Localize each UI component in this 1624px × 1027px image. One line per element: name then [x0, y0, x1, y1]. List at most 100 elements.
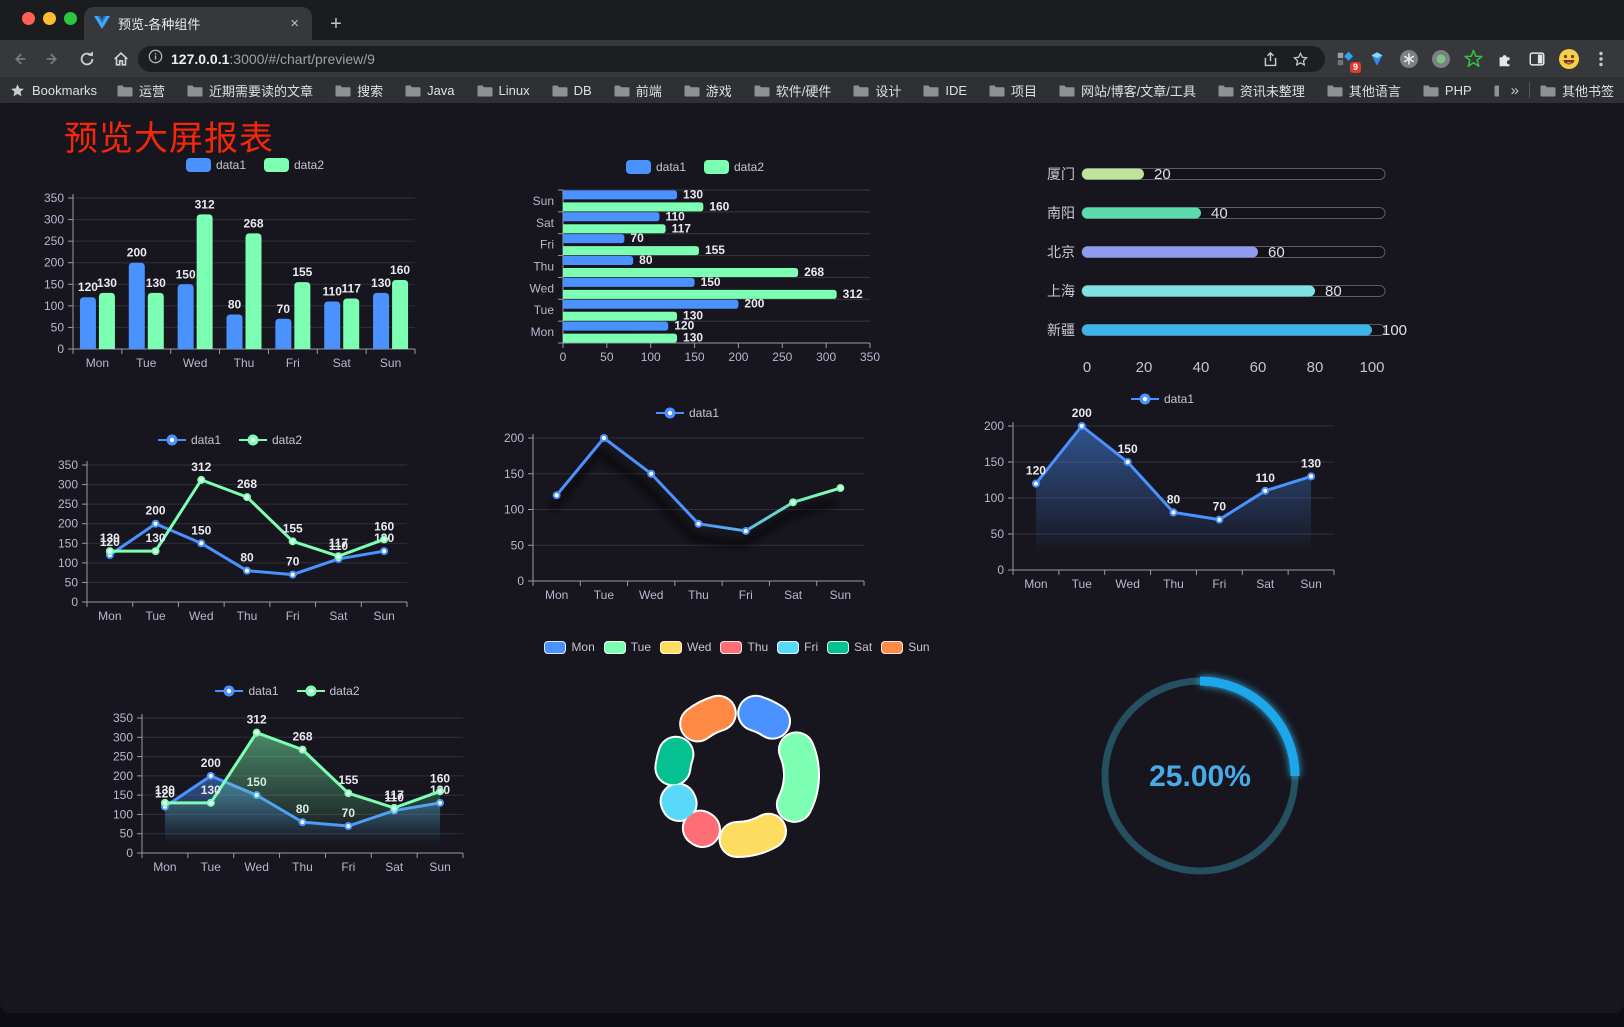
svg-text:100: 100	[984, 491, 1004, 505]
legend-item-Fri[interactable]: Fri	[777, 640, 818, 654]
svg-text:200: 200	[504, 431, 524, 445]
bookmark-folder[interactable]: 资讯未整理	[1218, 81, 1305, 100]
bookmark-folder[interactable]: 其他语言	[1327, 81, 1401, 100]
bookmark-folder[interactable]: 游戏	[684, 81, 732, 100]
svg-text:155: 155	[283, 521, 303, 535]
svg-text:Sun: Sun	[373, 609, 394, 623]
bookmark-folder[interactable]: 文件服务器	[1494, 81, 1499, 100]
svg-text:250: 250	[772, 350, 792, 364]
bookmark-folder[interactable]: 前端	[614, 81, 662, 100]
legend-item-data2[interactable]: data2	[296, 684, 360, 698]
bookmark-folder[interactable]: Linux	[477, 83, 530, 98]
browser-tab[interactable]: 预览-各种组件 ×	[84, 7, 312, 40]
folder-icon	[552, 85, 568, 96]
extensions-puzzle-icon[interactable]	[1490, 44, 1520, 74]
legend-item-data1[interactable]: data1	[157, 433, 221, 447]
legend-item-Sun[interactable]: Sun	[881, 640, 930, 654]
svg-text:300: 300	[58, 478, 78, 492]
legend-item-Sat[interactable]: Sat	[827, 640, 872, 654]
folder-icon	[405, 85, 421, 96]
folder-icon	[477, 85, 493, 96]
reload-button[interactable]	[72, 44, 102, 74]
gem-extension-icon[interactable]	[1362, 44, 1392, 74]
legend-item-Wed[interactable]: Wed	[660, 640, 711, 654]
bookmark-folder[interactable]: 软件/硬件	[754, 81, 831, 100]
bookmarks-overflow-chevron[interactable]: »	[1510, 81, 1519, 99]
svg-text:130: 130	[201, 783, 221, 797]
bookmark-folder[interactable]: DB	[552, 83, 592, 98]
svg-text:150: 150	[176, 267, 196, 281]
svg-text:Thu: Thu	[237, 609, 258, 623]
svg-text:160: 160	[374, 519, 394, 533]
bookmark-folder[interactable]: PHP	[1423, 83, 1472, 98]
bookmark-folder[interactable]: IDE	[923, 83, 967, 98]
tab-strip: 预览-各种组件 × +	[0, 0, 1624, 40]
share-icon[interactable]	[1255, 44, 1285, 74]
bookmark-folder[interactable]: 设计	[853, 81, 901, 100]
url-path: :3000/#/chart/preview/9	[229, 51, 375, 67]
svg-text:50: 50	[991, 527, 1005, 541]
split-screen-icon[interactable]	[1522, 44, 1552, 74]
bookmarks-root[interactable]: Bookmarks	[10, 83, 97, 98]
svg-text:130: 130	[371, 276, 391, 290]
svg-text:110: 110	[323, 285, 343, 299]
close-window-button[interactable]	[22, 12, 35, 25]
legend-item-data2[interactable]: data2	[704, 160, 764, 174]
svg-text:Tue: Tue	[534, 303, 555, 317]
svg-text:Sat: Sat	[784, 588, 803, 602]
svg-text:Thu: Thu	[1163, 577, 1184, 591]
url-text[interactable]: 127.0.0.1:3000/#/chart/preview/9	[171, 51, 1255, 67]
new-tab-button[interactable]: +	[330, 12, 342, 35]
other-bookmarks-folder[interactable]: 其他书签	[1540, 81, 1614, 100]
site-info-icon[interactable]	[148, 49, 163, 69]
legend-item-Thu[interactable]: Thu	[720, 640, 768, 654]
browser-menu-icon[interactable]	[1586, 44, 1616, 74]
home-button[interactable]	[106, 44, 136, 74]
bookmark-folder[interactable]: 近期需要读的文章	[187, 81, 313, 100]
legend-item-Tue[interactable]: Tue	[603, 640, 651, 654]
zoom-window-button[interactable]	[64, 12, 77, 25]
forward-button[interactable]	[38, 44, 68, 74]
svg-text:Thu: Thu	[688, 588, 709, 602]
legend-item-data2[interactable]: data2	[264, 158, 324, 172]
back-button[interactable]	[4, 44, 34, 74]
line-chart-canvas: 0 50 100 150 200 250 300 350 Mon Tue Wed Thu Fri Sat S…	[58, 458, 408, 623]
legend-item-data1[interactable]: data1	[185, 158, 246, 172]
svg-text:250: 250	[58, 497, 78, 511]
svg-text:Wed: Wed	[183, 356, 207, 370]
svg-text:200: 200	[58, 517, 78, 531]
star-extension-icon[interactable]	[1458, 44, 1488, 74]
bookmark-star-icon[interactable]	[1285, 44, 1315, 74]
svg-text:70: 70	[277, 302, 291, 316]
svg-text:50: 50	[51, 320, 65, 334]
legend-item-data2[interactable]: data2	[239, 433, 302, 447]
legend-item-data1[interactable]: data1	[215, 684, 279, 698]
folder-icon	[614, 85, 630, 96]
svg-text:50: 50	[600, 350, 614, 364]
bookmark-folder[interactable]: Java	[405, 83, 455, 98]
svg-text:100: 100	[1359, 359, 1384, 376]
bookmark-folder[interactable]: 运营	[117, 81, 165, 100]
bookmark-folder[interactable]: 项目	[989, 81, 1037, 100]
bookmark-folder[interactable]: 网站/博客/文章/工具	[1059, 81, 1196, 100]
tab-manager-extension-icon[interactable]: 9	[1330, 44, 1361, 74]
recorder-extension-icon[interactable]	[1426, 44, 1456, 74]
legend-item-data1[interactable]: data1	[655, 406, 719, 420]
svg-text:Fri: Fri	[286, 609, 300, 623]
svg-text:20: 20	[1136, 359, 1153, 376]
tab-close-icon[interactable]: ×	[290, 15, 299, 32]
legend-item-data1[interactable]: data1	[625, 160, 686, 174]
svg-text:312: 312	[843, 287, 863, 301]
command-extension-icon[interactable]	[1394, 44, 1424, 74]
legend-item-Mon[interactable]: Mon	[544, 640, 595, 654]
address-bar[interactable]: 127.0.0.1:3000/#/chart/preview/9	[138, 46, 1325, 72]
chart-legend: data1	[505, 406, 870, 420]
svg-text:0: 0	[1083, 359, 1091, 376]
svg-text:0: 0	[71, 595, 78, 609]
profile-avatar[interactable]	[1554, 44, 1584, 74]
bookmark-folder[interactable]: 搜索	[335, 81, 383, 100]
legend-item-data1[interactable]: data1	[1130, 392, 1194, 406]
chart-legend: data1 data2	[495, 160, 895, 174]
minimize-window-button[interactable]	[43, 12, 56, 25]
